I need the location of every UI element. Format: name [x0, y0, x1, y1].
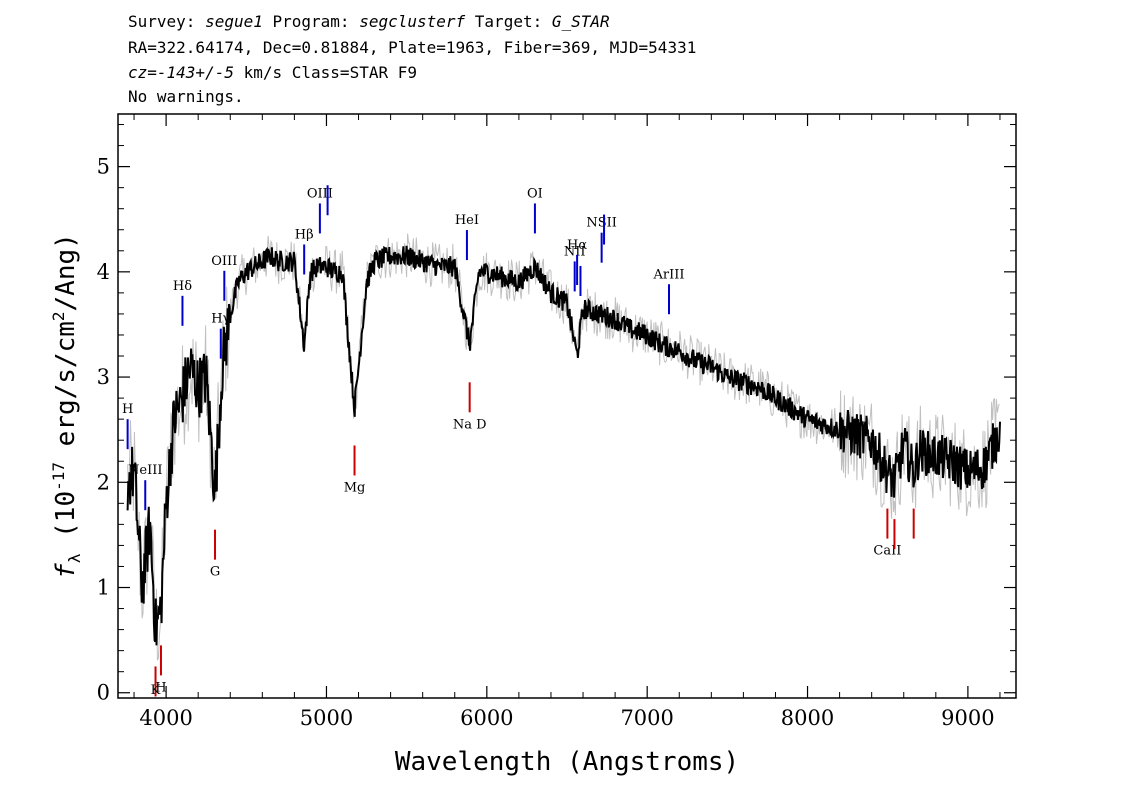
emission-line-label: Hγ — [211, 312, 230, 327]
flux-series — [126, 245, 1001, 646]
survey-value: segue1 — [205, 12, 263, 31]
absorption-line-label: Mg — [344, 480, 366, 495]
emission-line-label: NeIII — [128, 463, 162, 478]
target-label: Target: — [465, 12, 552, 31]
x-axis-title: Wavelength (Angstroms) — [395, 747, 739, 777]
absorption-line-label: CaII — [873, 544, 901, 559]
header-line-redshift: cz=-143+/-5 km/s Class=STAR F9 — [128, 63, 417, 83]
y-axis-title: fλ (10-17 erg/s/cm2/Ang) — [49, 233, 84, 579]
emission-line-label: OI — [527, 186, 543, 201]
emission-line-label: HeI — [455, 213, 479, 228]
y-tick-label: 0 — [97, 681, 110, 705]
target-value: G_STAR — [551, 12, 610, 31]
header-line-coordinates: RA=322.64174, Dec=0.81884, Plate=1963, F… — [128, 38, 697, 57]
y-tick-label: 1 — [97, 576, 110, 600]
program-value: segclusterf — [359, 12, 466, 31]
absorption-line-label: K — [151, 683, 161, 698]
emission-line-label: Hδ — [173, 279, 192, 294]
x-tick-label: 4000 — [139, 706, 192, 730]
x-tick-label: 5000 — [300, 706, 353, 730]
y-axis-title-group: fλ (10-17 erg/s/cm2/Ang) — [49, 233, 84, 579]
x-tick-label: 6000 — [460, 706, 513, 730]
header-line-warnings: No warnings. — [128, 87, 244, 106]
emission-line-label: Hβ — [295, 227, 314, 242]
emission-line-label: NSII — [586, 216, 617, 231]
x-tick-label: 7000 — [620, 706, 673, 730]
program-label: Program: — [262, 12, 360, 31]
cz-value: cz=-143+/-5 — [128, 63, 234, 82]
x-tick-label: 8000 — [781, 706, 834, 730]
survey-label: Survey: — [128, 12, 206, 31]
absorption-line-label: H — [155, 680, 166, 695]
emission-line-label: OIII — [211, 254, 237, 269]
header-line-survey: Survey: segue1 Program: segclusterf Targ… — [128, 12, 610, 32]
y-tick-label: 3 — [97, 365, 110, 389]
emission-line-label: NII — [564, 244, 586, 259]
y-tick-label: 2 — [97, 470, 110, 494]
emission-line-label: OIII — [307, 186, 333, 201]
emission-line-label: H — [122, 402, 133, 417]
y-tick-label: 4 — [97, 260, 110, 284]
class-value: km/s Class=STAR F9 — [233, 63, 417, 82]
emission-line-label: Hα — [567, 238, 587, 253]
y-tick-label: 5 — [97, 155, 110, 179]
flux-line — [126, 245, 1001, 646]
axes: 4000 5000 6000 7000 8000 9000 0 1 2 3 4 5 — [97, 114, 1016, 730]
plot-frame — [117, 113, 1017, 699]
emission-line-label: ArIII — [652, 267, 684, 282]
x-tick-label: 9000 — [941, 706, 994, 730]
absorption-line-label: Na D — [453, 417, 487, 432]
absorption-line-label: G — [210, 565, 220, 580]
